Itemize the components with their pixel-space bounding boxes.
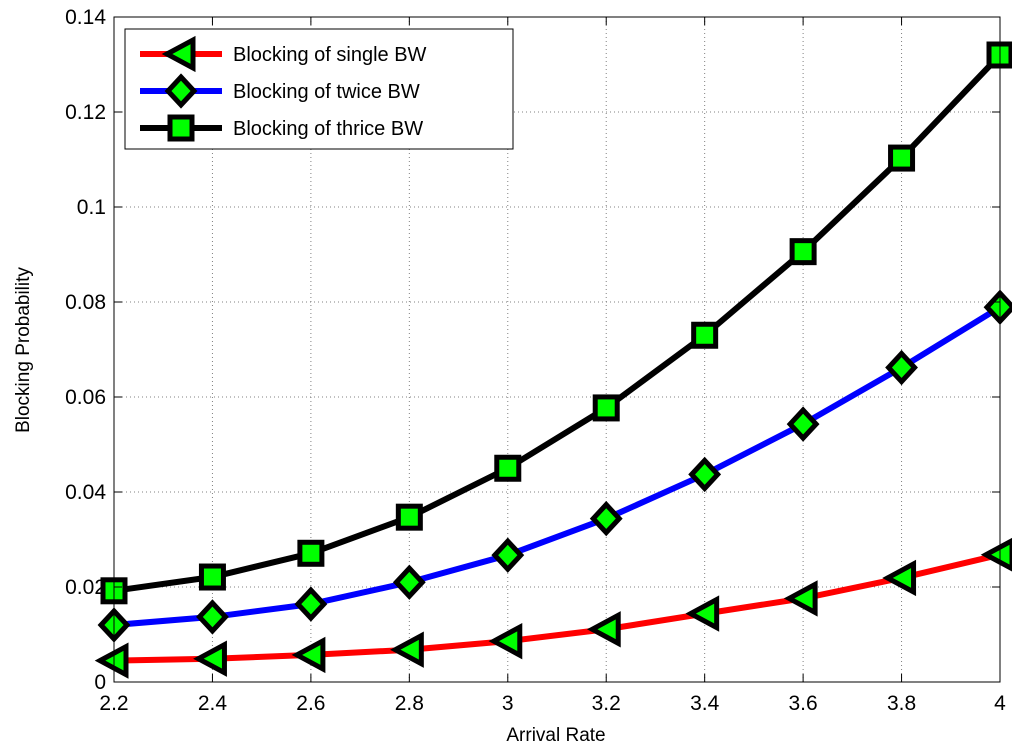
grid xyxy=(114,17,1000,682)
legend-entry-3: Blocking of thrice BW xyxy=(140,114,423,142)
series-line xyxy=(113,304,1002,628)
square-marker xyxy=(167,114,195,142)
tick-labels: 2.2 2.4 2.6 2.8 3 3.2 3.4 3.6 3.8 4 0 0.02 0.04 0.06 0… xyxy=(65,6,1006,715)
x-tick-label: 4 xyxy=(994,692,1006,715)
diamond-marker xyxy=(589,500,623,537)
square-marker xyxy=(592,394,620,422)
legend: Blocking of single BW Blocking of twice B… xyxy=(124,28,514,150)
y-tick-label: 0.12 xyxy=(65,101,106,124)
triangle-marker xyxy=(980,537,1012,572)
series-2 xyxy=(97,289,1012,643)
triangle-marker xyxy=(193,640,227,677)
x-axis-label: Arrival Rate xyxy=(506,725,605,746)
square-marker xyxy=(494,454,522,482)
y-tick-label: 0.1 xyxy=(77,196,106,219)
y-tick-label: 0.06 xyxy=(65,386,106,409)
series-3 xyxy=(100,41,1012,605)
x-tick-label: 3.6 xyxy=(789,692,818,715)
y-tick-label: 0.08 xyxy=(65,291,106,314)
axes xyxy=(113,16,1001,683)
x-tick-label: 2.8 xyxy=(395,692,424,715)
y-axis-label: Blocking Probability xyxy=(13,267,34,433)
triangle-marker xyxy=(783,580,818,617)
x-tick-label: 3.4 xyxy=(690,692,720,715)
plot-frame xyxy=(113,16,1001,683)
legend-label: Blocking of single BW xyxy=(233,44,427,66)
square-marker xyxy=(691,321,719,349)
diamond-marker xyxy=(688,456,722,493)
triangle-marker xyxy=(685,595,720,632)
diamond-marker xyxy=(164,73,198,109)
triangle-marker xyxy=(161,35,196,73)
y-tick-label: 0.04 xyxy=(65,481,106,504)
square-marker xyxy=(297,539,325,567)
y-tick-label: 0.14 xyxy=(65,6,106,29)
square-marker xyxy=(198,563,226,591)
x-tick-label: 2.4 xyxy=(198,692,228,715)
square-marker xyxy=(888,144,916,172)
square-marker xyxy=(395,503,423,531)
series-line xyxy=(113,52,1003,594)
legend-label: Blocking of twice BW xyxy=(233,81,420,103)
triangle-marker xyxy=(291,636,326,674)
triangle-marker xyxy=(488,622,523,660)
y-tick-label: 0.02 xyxy=(65,576,106,599)
diamond-marker xyxy=(294,586,328,622)
series-lines xyxy=(94,41,1012,679)
x-tick-label: 3 xyxy=(502,692,514,715)
x-tick-label: 3.2 xyxy=(592,692,621,715)
x-tick-label: 3.8 xyxy=(887,692,916,715)
triangle-marker xyxy=(586,611,621,648)
diamond-marker xyxy=(196,599,229,635)
y-tick-label: 0 xyxy=(94,671,106,694)
triangle-marker xyxy=(882,559,917,597)
legend-entry-2: Blocking of twice BW xyxy=(140,73,420,109)
series-1 xyxy=(94,537,1012,679)
diamond-marker xyxy=(392,564,426,600)
series-line xyxy=(113,551,1001,664)
diamond-marker xyxy=(885,349,918,386)
legend-label: Blocking of thrice BW xyxy=(233,118,423,140)
x-tick-label: 2.2 xyxy=(99,692,128,715)
diamond-marker xyxy=(786,406,820,442)
x-tick-label: 2.6 xyxy=(296,692,325,715)
triangle-marker xyxy=(390,631,424,668)
diamond-marker xyxy=(491,537,525,573)
legend-entry-1: Blocking of single BW xyxy=(140,35,427,73)
square-marker xyxy=(789,238,817,266)
triangle-marker xyxy=(94,642,129,679)
